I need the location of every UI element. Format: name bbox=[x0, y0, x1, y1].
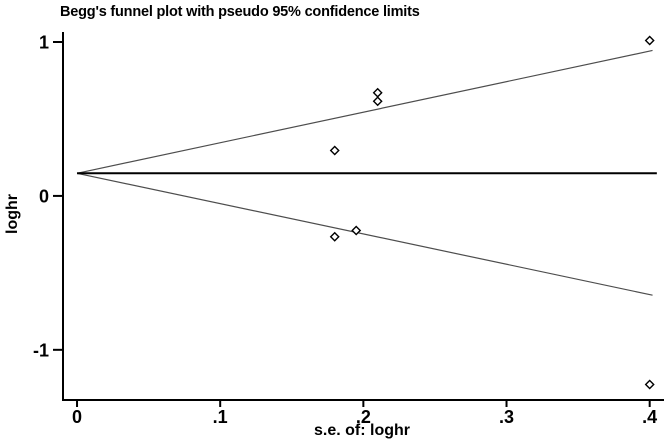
y-tick-label: -1 bbox=[33, 340, 49, 360]
x-tick-label: 0 bbox=[72, 407, 82, 427]
x-tick-label: .4 bbox=[642, 407, 657, 427]
y-tick-label: 1 bbox=[39, 33, 49, 53]
ci-lower-line bbox=[76, 172, 653, 296]
y-axis-label: loghr bbox=[4, 194, 21, 234]
x-tick-label: .1 bbox=[213, 407, 228, 427]
x-tick-label: .2 bbox=[356, 407, 371, 427]
plot-layer: 1 0 -1 0 .1 .2 .3 .4 bbox=[33, 32, 664, 427]
ci-upper-line bbox=[76, 49, 653, 174]
data-point bbox=[372, 96, 383, 107]
data-point bbox=[644, 379, 655, 390]
x-tick-label: .3 bbox=[499, 407, 514, 427]
data-point bbox=[351, 225, 362, 236]
data-point bbox=[644, 35, 655, 46]
x-axis-label: s.e. of: loghr bbox=[314, 422, 410, 439]
y-tick-label: 0 bbox=[39, 186, 49, 206]
data-point bbox=[329, 145, 340, 156]
chart-title: Begg's funnel plot with pseudo 95% confi… bbox=[60, 4, 420, 20]
data-point bbox=[329, 231, 340, 242]
data-point bbox=[372, 87, 383, 98]
